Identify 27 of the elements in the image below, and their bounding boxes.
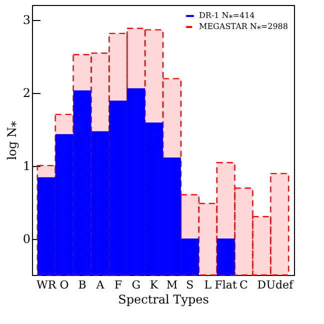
y-tick-label: 2 xyxy=(22,86,30,100)
x-tick-label: WR xyxy=(36,278,57,292)
bar xyxy=(270,172,290,276)
y-tick-label: 1 xyxy=(22,159,30,174)
x-tick-label: F xyxy=(114,278,122,292)
x-tick-label: D xyxy=(257,278,266,292)
y-axis-title: log N⁎ xyxy=(4,120,19,160)
x-tick-label: B xyxy=(78,278,86,292)
y-tick-label: 3 xyxy=(22,13,30,28)
x-tick-label: Flat xyxy=(214,278,238,292)
x-tick-label: G xyxy=(132,278,140,292)
x-axis-title: Spectral Types xyxy=(118,292,209,306)
y-tick-label: 0 xyxy=(22,232,30,246)
x-tick-label: M xyxy=(166,278,178,292)
x-tick-label: O xyxy=(60,278,69,292)
x-tick-label: K xyxy=(150,278,159,292)
x-tick-label: A xyxy=(95,278,106,292)
x-tick-label: S xyxy=(186,278,194,292)
x-tick-label: Udef xyxy=(266,278,294,292)
bar xyxy=(216,238,235,275)
bar xyxy=(198,202,218,276)
x-tick-label: C xyxy=(240,278,248,292)
bar xyxy=(252,216,272,276)
legend-label: MEGASTAR N⁎=2988 xyxy=(199,22,288,31)
legend-label: DR-1 N⁎=414 xyxy=(199,11,255,20)
x-tick-label: L xyxy=(204,278,212,292)
bar xyxy=(234,188,254,276)
